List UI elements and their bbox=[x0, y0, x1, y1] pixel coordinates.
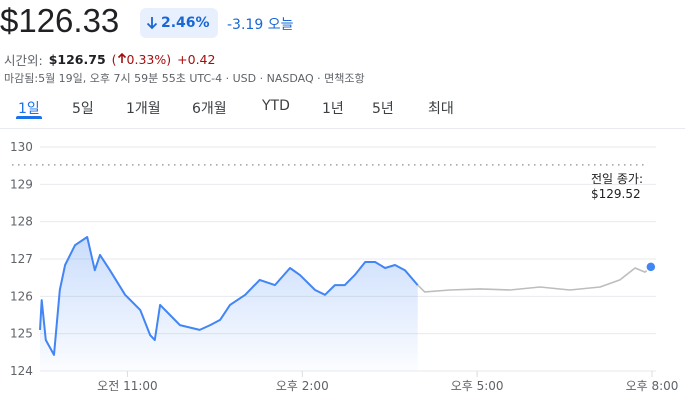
price: $126.33 bbox=[0, 2, 120, 39]
price-line bbox=[417, 266, 652, 293]
area bbox=[40, 237, 418, 371]
price-line bbox=[39, 236, 419, 356]
down-arrow bbox=[146, 17, 158, 30]
range-tab[interactable]: 6개월 bbox=[192, 101, 227, 117]
change: -3.19 오늘 bbox=[227, 14, 293, 34]
change-badge: 2.46% bbox=[140, 8, 218, 38]
chart: 124 125 126 127 128 129 130 오전 11:00 오후 2:00 오후 5… bbox=[10, 140, 679, 393]
reference-value: $129.52 bbox=[591, 187, 641, 201]
after-hours: 시간외: $126.75 (0.33%) +0.42 bbox=[4, 50, 215, 69]
y-tick-label: 125 bbox=[10, 327, 33, 341]
range-tab[interactable]: 1일 bbox=[18, 101, 40, 117]
x-tick-label: 오후 2:00 bbox=[276, 379, 329, 393]
change-pct: 2.46% bbox=[161, 15, 210, 31]
range-tabs: 1일 5일 1개월 6개월 YTD 1년 5년 최대 bbox=[0, 96, 685, 129]
y-tick-label: 129 bbox=[10, 177, 33, 191]
y-tick-label: 130 bbox=[10, 140, 33, 154]
range-tab[interactable]: 1개월 bbox=[126, 101, 161, 117]
change-abs: -3.19 bbox=[227, 17, 264, 33]
after-hours-pct: 0.33% bbox=[126, 52, 167, 67]
range-tab[interactable]: 5년 bbox=[372, 101, 394, 117]
after-hours-pct-wrap: (0.33%) bbox=[111, 52, 172, 67]
after-hours-change: +0.42 bbox=[177, 52, 216, 67]
up-arrow bbox=[117, 52, 126, 63]
range-tab[interactable]: YTD bbox=[262, 98, 290, 114]
range-tab[interactable]: 최대 bbox=[428, 101, 454, 117]
after-hours-price: $126.75 bbox=[48, 52, 106, 67]
change-period: 오늘 bbox=[267, 17, 294, 33]
after-hours-label: 시간외: bbox=[4, 53, 43, 68]
reference-label: 전일 종가: bbox=[591, 172, 643, 186]
y-tick-label: 126 bbox=[10, 289, 33, 303]
y-tick-label: 128 bbox=[10, 215, 33, 229]
x-tick-label: 오후 8:00 bbox=[626, 379, 679, 393]
range-tab[interactable]: 1년 bbox=[322, 101, 344, 117]
tab-underline bbox=[16, 116, 42, 119]
x-tick-label: 오전 11:00 bbox=[97, 379, 157, 393]
range-tab[interactable]: 5일 bbox=[72, 101, 94, 117]
end-marker bbox=[645, 261, 657, 273]
x-tick-label: 오후 5:00 bbox=[451, 379, 504, 393]
market-info: 마감됨:5월 19일, 오후 7시 59분 55초 UTC-4 · USD · … bbox=[4, 72, 365, 85]
y-tick-label: 124 bbox=[10, 364, 33, 378]
y-tick-label: 127 bbox=[10, 252, 33, 266]
